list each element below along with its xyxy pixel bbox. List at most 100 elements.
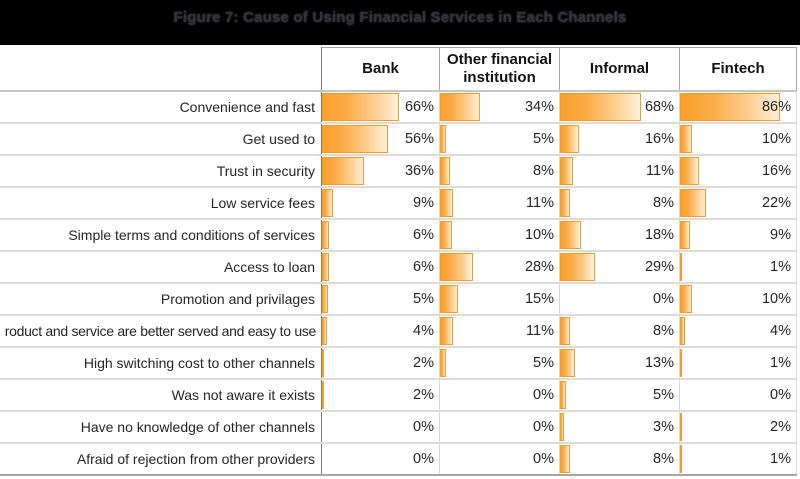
- percent-value: 0%: [413, 451, 434, 467]
- data-bar: [680, 285, 692, 313]
- data-cell: 2%: [322, 380, 440, 410]
- row-label: Low service fees: [0, 188, 322, 218]
- data-cell: 36%: [322, 156, 440, 186]
- data-cell: 0%: [322, 412, 440, 442]
- data-bar: [560, 253, 595, 281]
- data-bar: [680, 189, 706, 217]
- data-bar: [322, 125, 388, 153]
- data-bar: [560, 317, 570, 345]
- data-bar: [560, 445, 570, 473]
- data-cell: 34%: [440, 92, 560, 122]
- percent-value: 6%: [413, 259, 434, 275]
- percent-value: 28%: [524, 259, 554, 275]
- data-bar: [560, 221, 582, 249]
- percent-value: 13%: [644, 355, 674, 371]
- table-row: Simple terms and conditions of services 6…: [0, 220, 797, 252]
- data-cell: 0%: [680, 380, 797, 410]
- data-bar: [440, 221, 452, 249]
- data-bar: [322, 253, 330, 281]
- percent-value: 10%: [761, 131, 791, 147]
- data-cell: 2%: [680, 412, 797, 442]
- data-cell: 6%: [322, 252, 440, 282]
- table-row: Access to loan 6% 28% 29% 1%: [0, 252, 797, 284]
- row-label: Was not aware it exists: [0, 380, 322, 410]
- percent-value: 36%: [404, 163, 434, 179]
- data-bar: [440, 157, 450, 185]
- data-bar: [440, 93, 481, 121]
- percent-value: 18%: [644, 227, 674, 243]
- data-bar: [322, 349, 325, 377]
- data-cell: 5%: [440, 348, 560, 378]
- data-cell: 0%: [440, 444, 560, 474]
- percent-value: 29%: [644, 259, 674, 275]
- percent-value: 8%: [653, 195, 674, 211]
- percent-value: 10%: [524, 227, 554, 243]
- data-bar: [440, 349, 446, 377]
- column-header-other-financial-institution: Other financial institution: [440, 47, 560, 90]
- data-cell: 11%: [440, 188, 560, 218]
- table-row: Have no knowledge of other channels 0% 0% 3…: [0, 412, 797, 444]
- data-cell: 8%: [560, 444, 680, 474]
- data-bar: [440, 125, 446, 153]
- row-label: Get used to: [0, 124, 322, 154]
- data-bar: [560, 125, 580, 153]
- data-bar: [322, 317, 327, 345]
- percent-value: 16%: [761, 163, 791, 179]
- table-row: Trust in security 36% 8% 11% 16%: [0, 156, 797, 188]
- percent-value: 11%: [526, 323, 554, 339]
- data-bar: [560, 189, 570, 217]
- percent-value: 8%: [653, 451, 674, 467]
- figure-title-bar: Figure 7: Cause of Using Financial Servi…: [0, 0, 800, 45]
- data-cell: 4%: [680, 316, 797, 346]
- data-cell: 15%: [440, 284, 560, 314]
- header-label-spacer: [0, 47, 322, 90]
- data-cell: 8%: [560, 188, 680, 218]
- data-bar: [322, 221, 330, 249]
- percent-value: 0%: [413, 419, 434, 435]
- percent-value: 0%: [533, 387, 554, 403]
- column-header-fintech: Fintech: [680, 47, 797, 90]
- percent-value: 9%: [413, 195, 434, 211]
- row-label: Promotion and privilages: [0, 284, 322, 314]
- percent-value: 5%: [653, 387, 674, 403]
- row-label: Access to loan: [0, 252, 322, 282]
- percent-value: 2%: [413, 355, 434, 371]
- percent-value: 3%: [653, 419, 674, 435]
- data-cell: 9%: [680, 220, 797, 250]
- percent-value: 15%: [524, 291, 554, 307]
- data-cell: 28%: [440, 252, 560, 282]
- percent-value: 9%: [770, 227, 791, 243]
- data-cell: 3%: [560, 412, 680, 442]
- data-bar: [440, 317, 454, 345]
- data-cell: 68%: [560, 92, 680, 122]
- data-bar: [322, 285, 328, 313]
- data-table: Bank Other financial institution Informa…: [0, 47, 797, 476]
- percent-value: 86%: [761, 99, 791, 115]
- percent-value: 68%: [644, 99, 674, 115]
- percent-value: 2%: [413, 387, 434, 403]
- data-cell: 1%: [680, 444, 797, 474]
- table-row: Afraid of rejection from other providers…: [0, 444, 797, 476]
- row-label: Have no knowledge of other channels: [0, 412, 322, 442]
- data-cell: 10%: [440, 220, 560, 250]
- percent-value: 2%: [770, 419, 791, 435]
- data-cell: 8%: [440, 156, 560, 186]
- header-row: Bank Other financial institution Informa…: [0, 47, 797, 92]
- data-cell: 56%: [322, 124, 440, 154]
- row-label: roduct and service are better served and…: [0, 316, 322, 346]
- percent-value: 16%: [644, 131, 674, 147]
- percent-value: 5%: [533, 131, 554, 147]
- row-label: High switching cost to other channels: [0, 348, 322, 378]
- percent-value: 8%: [653, 323, 674, 339]
- data-cell: 6%: [322, 220, 440, 250]
- figure-title: Figure 7: Cause of Using Financial Servi…: [173, 9, 627, 26]
- data-cell: 0%: [560, 284, 680, 314]
- table-row: roduct and service are better served and…: [0, 316, 797, 348]
- percent-value: 10%: [761, 291, 791, 307]
- percent-value: 8%: [533, 163, 554, 179]
- percent-value: 0%: [533, 419, 554, 435]
- data-bar: [560, 349, 576, 377]
- data-cell: 16%: [560, 124, 680, 154]
- data-cell: 2%: [322, 348, 440, 378]
- data-bar: [322, 381, 325, 409]
